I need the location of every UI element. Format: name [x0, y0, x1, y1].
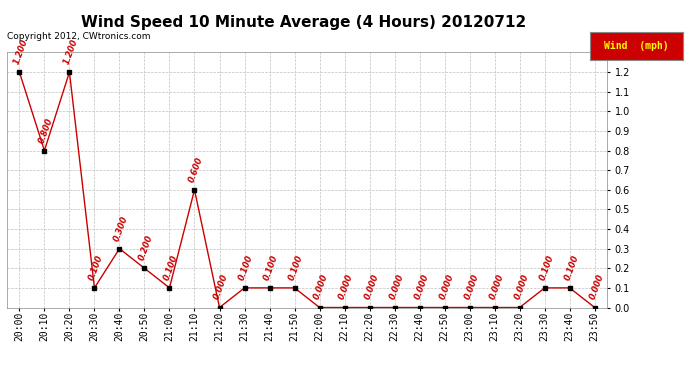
Text: 0.000: 0.000 [488, 273, 505, 301]
Text: 0.300: 0.300 [112, 214, 130, 242]
Text: 0.000: 0.000 [588, 273, 605, 301]
Text: Copyright 2012, CWtronics.com: Copyright 2012, CWtronics.com [7, 32, 150, 41]
Text: 0.000: 0.000 [313, 273, 331, 301]
Text: 0.000: 0.000 [363, 273, 380, 301]
Text: 0.100: 0.100 [237, 254, 255, 282]
Text: 0.000: 0.000 [413, 273, 431, 301]
Text: 0.100: 0.100 [538, 254, 555, 282]
Text: 0.100: 0.100 [288, 254, 305, 282]
Text: Wind Speed 10 Minute Average (4 Hours) 20120712: Wind Speed 10 Minute Average (4 Hours) 2… [81, 15, 526, 30]
Text: 0.100: 0.100 [163, 254, 180, 282]
Text: 0.000: 0.000 [513, 273, 531, 301]
Text: 0.100: 0.100 [88, 254, 105, 282]
Text: 1.200: 1.200 [12, 38, 30, 66]
Text: 0.000: 0.000 [337, 273, 355, 301]
Text: 0.100: 0.100 [563, 254, 580, 282]
Text: 0.100: 0.100 [263, 254, 280, 282]
Text: 1.200: 1.200 [63, 38, 80, 66]
Text: 0.000: 0.000 [388, 273, 405, 301]
Text: 0.800: 0.800 [37, 116, 55, 144]
Text: Wind  (mph): Wind (mph) [604, 41, 669, 51]
Text: 0.000: 0.000 [437, 273, 455, 301]
Text: 0.000: 0.000 [213, 273, 230, 301]
Text: 0.200: 0.200 [137, 234, 155, 262]
Text: 0.600: 0.600 [188, 155, 205, 183]
Text: 0.000: 0.000 [463, 273, 480, 301]
